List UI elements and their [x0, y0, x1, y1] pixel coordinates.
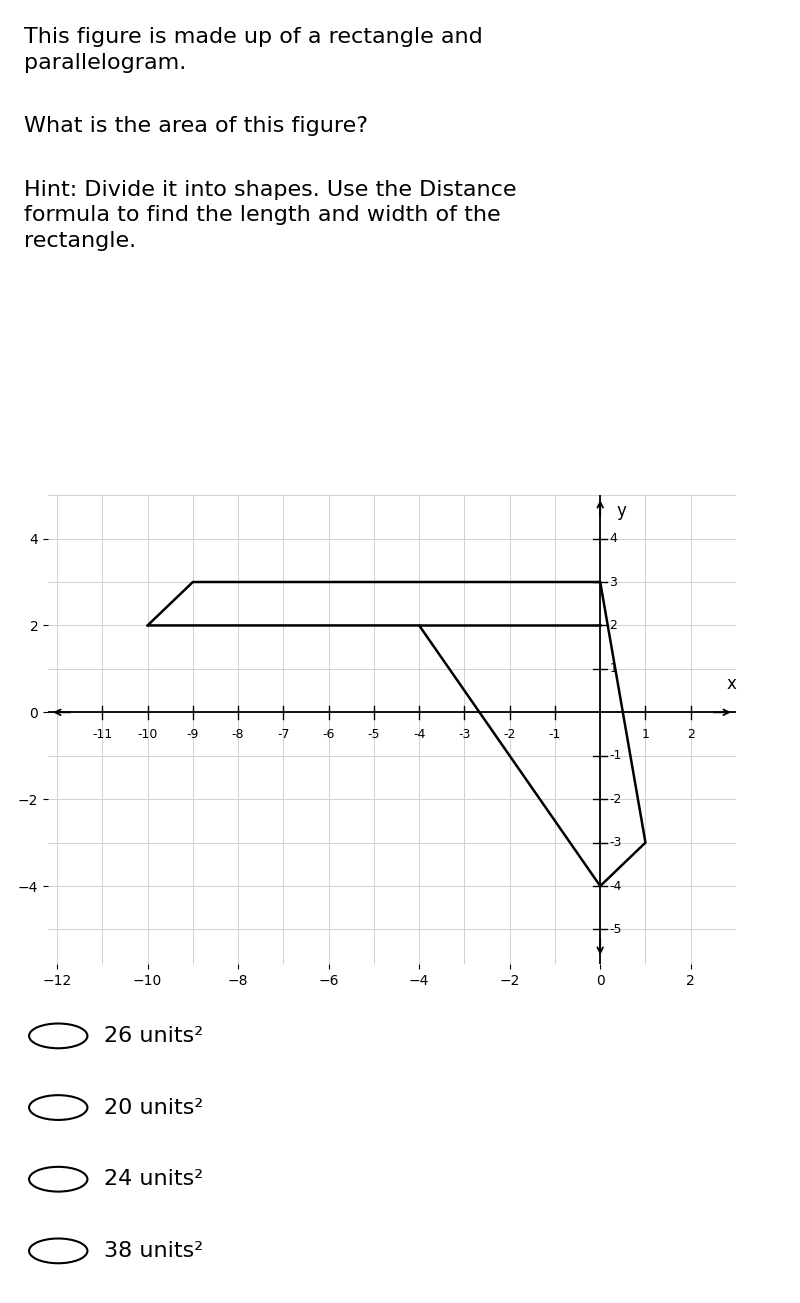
Text: Hint: Divide it into shapes. Use the Distance: Hint: Divide it into shapes. Use the Dis…: [24, 180, 516, 199]
Text: What is the area of this figure?: What is the area of this figure?: [24, 116, 368, 137]
Text: 1: 1: [610, 662, 617, 675]
Text: 20 units²: 20 units²: [104, 1097, 203, 1118]
Text: -2: -2: [503, 727, 516, 740]
Text: -11: -11: [92, 727, 113, 740]
Text: 1: 1: [642, 727, 650, 740]
Text: -2: -2: [610, 792, 622, 805]
Text: -8: -8: [232, 727, 244, 740]
Text: 3: 3: [610, 576, 617, 589]
Text: -3: -3: [610, 837, 622, 850]
Text: parallelogram.: parallelogram.: [24, 53, 186, 73]
Text: -10: -10: [138, 727, 158, 740]
Text: 24 units²: 24 units²: [104, 1169, 203, 1190]
Text: This figure is made up of a rectangle and: This figure is made up of a rectangle an…: [24, 27, 482, 47]
Text: -4: -4: [610, 880, 622, 893]
Text: x: x: [726, 675, 737, 693]
Text: 38 units²: 38 units²: [104, 1240, 203, 1261]
Text: -5: -5: [610, 923, 622, 936]
Text: formula to find the length and width of the: formula to find the length and width of …: [24, 206, 500, 225]
Text: 2: 2: [610, 619, 617, 632]
Text: -1: -1: [610, 749, 622, 762]
Text: -6: -6: [322, 727, 335, 740]
Text: -7: -7: [277, 727, 290, 740]
Text: -9: -9: [186, 727, 199, 740]
Text: -3: -3: [458, 727, 470, 740]
Text: y: y: [616, 502, 626, 520]
Text: 2: 2: [686, 727, 694, 740]
Text: -1: -1: [549, 727, 561, 740]
Text: rectangle.: rectangle.: [24, 231, 136, 251]
Text: 26 units²: 26 units²: [104, 1025, 203, 1046]
Text: -5: -5: [368, 727, 380, 740]
Text: -4: -4: [413, 727, 426, 740]
Text: 4: 4: [610, 532, 617, 545]
